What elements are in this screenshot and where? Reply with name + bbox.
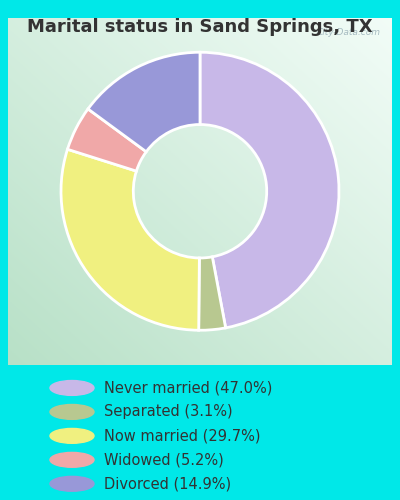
- Circle shape: [50, 428, 94, 444]
- Text: Now married (29.7%): Now married (29.7%): [104, 428, 260, 444]
- Wedge shape: [199, 257, 226, 330]
- Wedge shape: [200, 52, 339, 328]
- Text: City-Data.com: City-Data.com: [316, 28, 380, 37]
- Text: Marital status in Sand Springs, TX: Marital status in Sand Springs, TX: [27, 18, 373, 36]
- Circle shape: [50, 404, 94, 419]
- Circle shape: [50, 452, 94, 468]
- Circle shape: [50, 476, 94, 491]
- Wedge shape: [68, 109, 146, 171]
- Circle shape: [50, 380, 94, 396]
- Text: Widowed (5.2%): Widowed (5.2%): [104, 452, 224, 468]
- Wedge shape: [88, 52, 200, 152]
- Text: Separated (3.1%): Separated (3.1%): [104, 404, 233, 419]
- Text: Never married (47.0%): Never married (47.0%): [104, 380, 272, 396]
- Text: Divorced (14.9%): Divorced (14.9%): [104, 476, 231, 492]
- Wedge shape: [61, 150, 199, 330]
